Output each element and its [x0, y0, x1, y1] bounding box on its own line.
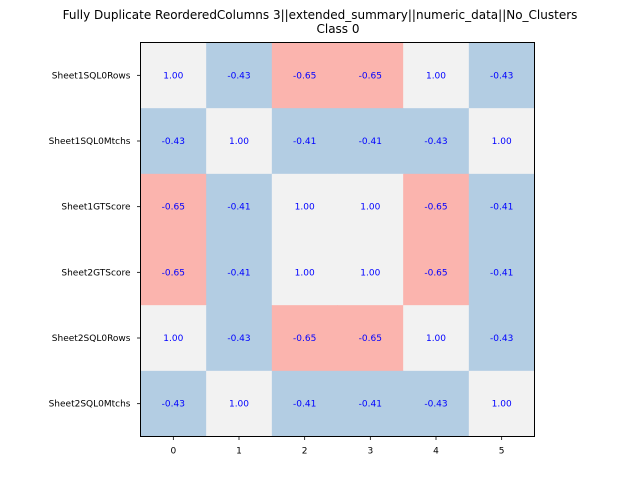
- heatmap-cell: [468, 173, 535, 240]
- y-tick-label: Sheet2GTScore: [61, 268, 131, 278]
- chart-title: Fully Duplicate ReorderedColumns 3||exte…: [63, 8, 578, 22]
- cell-value-label: -0.43: [424, 137, 447, 147]
- heatmap-cell: [403, 239, 470, 306]
- y-tick-label: Sheet1SQL0Rows: [52, 71, 131, 81]
- heatmap-cell: [271, 108, 338, 175]
- cell-value-label: -0.65: [162, 268, 185, 278]
- cell-value-label: -0.43: [490, 334, 513, 344]
- heatmap-cell: [271, 239, 338, 306]
- cell-value-label: -0.65: [359, 334, 382, 344]
- heatmap-cell: [403, 370, 470, 437]
- y-tick-label: Sheet2SQL0Mtchs: [49, 400, 131, 410]
- cell-value-label: -0.65: [293, 334, 316, 344]
- x-tick-label: 0: [170, 447, 176, 457]
- cell-value-label: -0.43: [227, 334, 250, 344]
- cell-value-label: -0.41: [227, 203, 250, 213]
- heatmap-cell: [468, 42, 535, 109]
- cell-value-label: 1.00: [229, 400, 249, 410]
- heatmap-cell: [140, 305, 207, 372]
- cell-value-label: -0.41: [359, 137, 382, 147]
- cell-value-label: -0.41: [293, 400, 316, 410]
- cell-value-label: 1.00: [426, 71, 446, 81]
- cell-value-label: 1.00: [426, 334, 446, 344]
- cell-value-label: 1.00: [295, 268, 315, 278]
- cell-value-label: -0.41: [227, 268, 250, 278]
- y-axis: Sheet1SQL0Rows Sheet1SQL0Mtchs Sheet1GTSco…: [49, 71, 141, 410]
- heatmap-cell: [337, 173, 404, 240]
- heatmap-cell: [271, 173, 338, 240]
- heatmap-cell: [403, 42, 470, 109]
- y-tick-label: Sheet1GTScore: [61, 203, 131, 213]
- cell-value-label: 1.00: [163, 334, 183, 344]
- heatmap-cell: [337, 239, 404, 306]
- heatmap-cell: [403, 305, 470, 372]
- cell-value-label: -0.43: [424, 400, 447, 410]
- heatmap-cell: [468, 305, 535, 372]
- cell-value-label: -0.65: [162, 203, 185, 213]
- cell-value-label: -0.41: [490, 203, 513, 213]
- cell-value-label: -0.65: [424, 203, 447, 213]
- cell-value-label: 1.00: [295, 203, 315, 213]
- x-tick-label: 3: [367, 447, 373, 457]
- heatmap-cell: [468, 370, 535, 437]
- heatmap-cell: [140, 370, 207, 437]
- cell-value-label: -0.43: [162, 400, 185, 410]
- heatmap-cell: [206, 305, 273, 372]
- heatmap-cell: [206, 173, 273, 240]
- chart-subtitle: Class 0: [316, 22, 359, 36]
- y-tick-label: Sheet2SQL0Rows: [52, 334, 131, 344]
- heatmap-cell: [140, 108, 207, 175]
- heatmap-cell: [271, 42, 338, 109]
- heatmap-cell: [337, 305, 404, 372]
- heatmap-cell: [468, 108, 535, 175]
- x-axis: 0 1 2 3 4 5: [170, 436, 505, 457]
- cell-value-label: 1.00: [360, 203, 380, 213]
- cell-value-label: -0.65: [293, 71, 316, 81]
- cell-value-label: -0.65: [424, 268, 447, 278]
- heatmap-cell: [337, 108, 404, 175]
- heatmap-cell: [206, 239, 273, 306]
- heatmap-cell: [403, 108, 470, 175]
- cell-value-label: -0.41: [293, 137, 316, 147]
- heatmap-cell: [140, 42, 207, 109]
- cell-value-label: -0.65: [359, 71, 382, 81]
- cell-value-label: 1.00: [229, 137, 249, 147]
- y-tick-label: Sheet1SQL0Mtchs: [49, 137, 131, 147]
- heatmap-cell: [206, 108, 273, 175]
- heatmap-cell: [337, 370, 404, 437]
- cell-value-label: -0.41: [359, 400, 382, 410]
- heatmap-cell: [271, 305, 338, 372]
- heatmap-cell: [206, 42, 273, 109]
- cell-value-label: 1.00: [492, 137, 512, 147]
- plot-frame: [140, 42, 535, 437]
- heatmap-cell: [468, 239, 535, 306]
- heatmap-cell: [206, 370, 273, 437]
- cell-value-label: -0.41: [490, 268, 513, 278]
- x-tick-label: 4: [433, 447, 439, 457]
- cell-value-label: 1.00: [163, 71, 183, 81]
- x-tick-label: 1: [236, 447, 242, 457]
- cell-value-label: -0.43: [490, 71, 513, 81]
- heatmap-cell: [403, 173, 470, 240]
- cell-value-label: 1.00: [360, 268, 380, 278]
- heatmap-cell: [140, 239, 207, 306]
- heatmap-cell: [337, 42, 404, 109]
- x-tick-label: 5: [499, 447, 505, 457]
- heatmap-cell-values: 1.00 -0.43 -0.65 -0.65 1.00 -0.43 -0.43 1.00 -0.…: [162, 71, 514, 409]
- heatmap-cell: [140, 173, 207, 240]
- heatmap-cells: [140, 42, 535, 437]
- heatmap-cell: [271, 370, 338, 437]
- cell-value-label: 1.00: [492, 400, 512, 410]
- cell-value-label: -0.43: [162, 137, 185, 147]
- x-tick-label: 2: [302, 447, 308, 457]
- cell-value-label: -0.43: [227, 71, 250, 81]
